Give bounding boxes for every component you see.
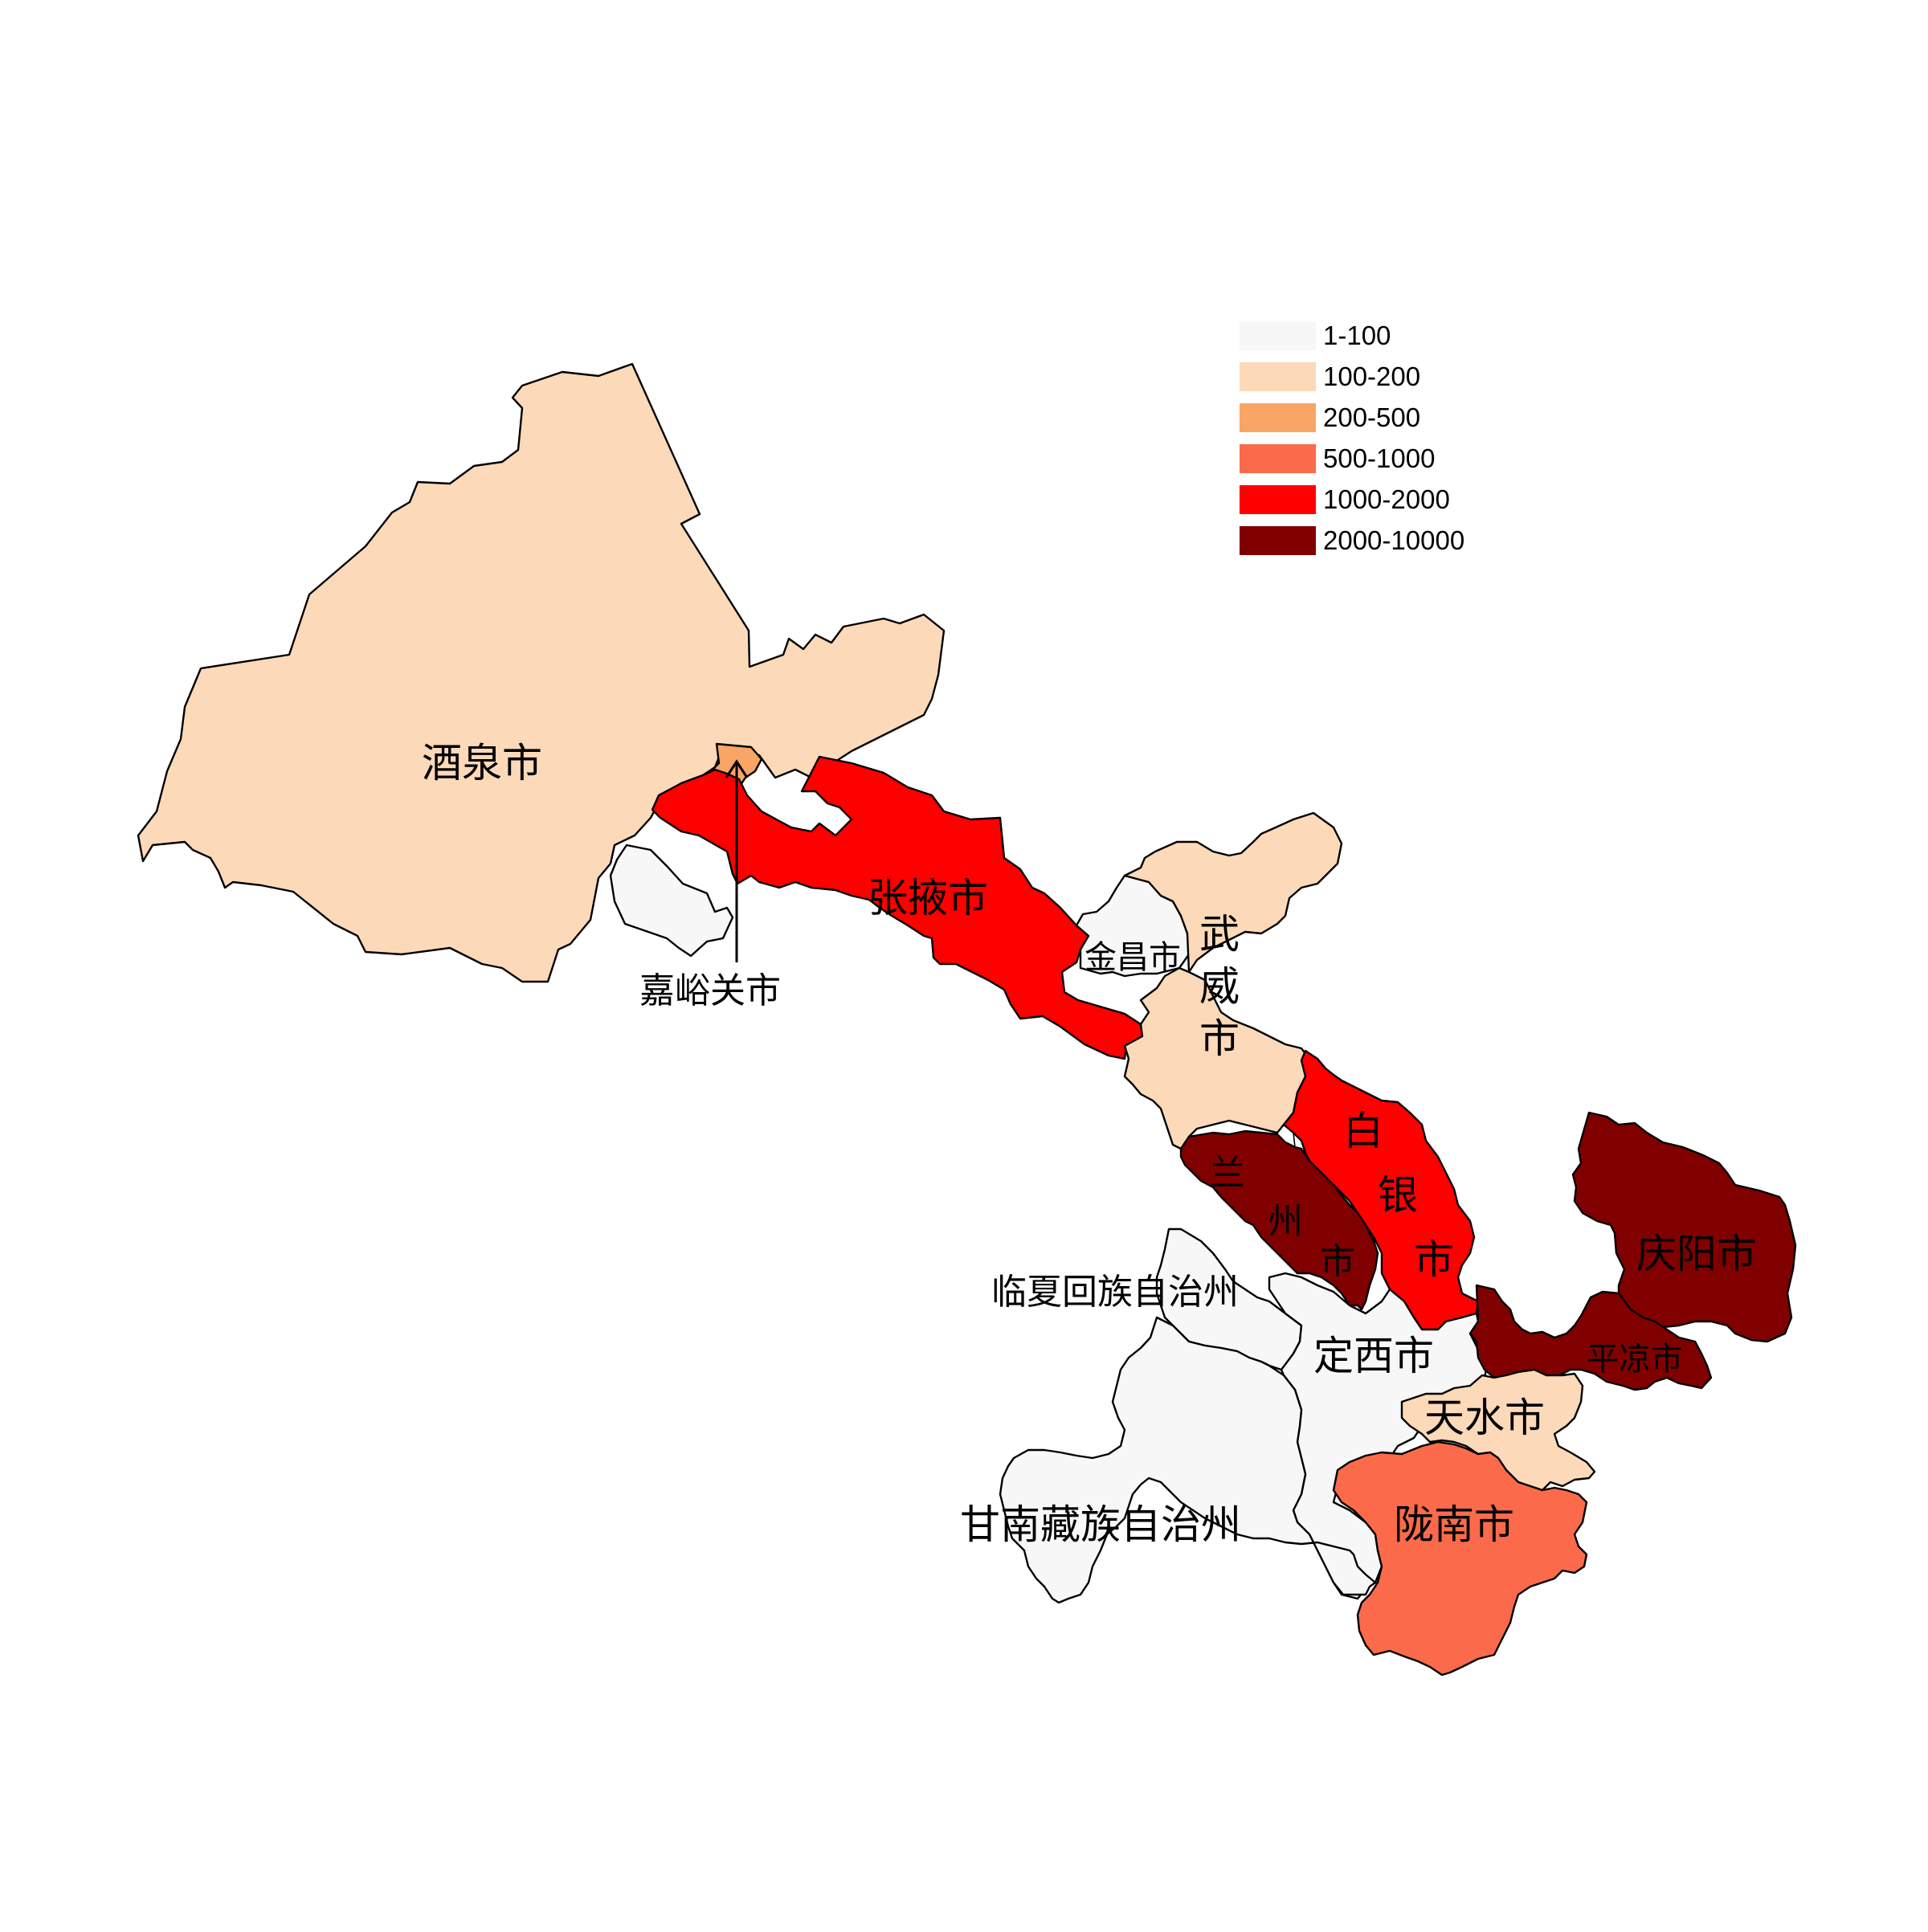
region-jiuquan-enclave[interactable]: [609, 843, 734, 958]
region-wuwei[interactable]: [1123, 811, 1343, 1150]
label-baiyin-2: 银: [1378, 1172, 1418, 1219]
legend-swatch-5: [1240, 485, 1316, 514]
label-lanzhou-2: 州: [1268, 1201, 1303, 1242]
label-baiyin-3: 市: [1414, 1236, 1454, 1283]
legend-swatch-2: [1240, 362, 1316, 391]
label-lanzhou-3: 市: [1320, 1241, 1355, 1282]
region-gannan[interactable]: [999, 1316, 1377, 1604]
label-tianshui: 天水市: [1424, 1395, 1545, 1441]
label-wuwei-2: 威: [1199, 963, 1240, 1010]
jiayuguan-callout-arrowhead: [725, 759, 749, 778]
region-longnan[interactable]: [1332, 1440, 1588, 1677]
legend: 1-100 100-200 200-500 500-1000 1000-2000…: [1240, 321, 1464, 555]
label-qingyang: 庆阳市: [1636, 1231, 1757, 1277]
legend-swatch-3: [1240, 403, 1316, 432]
legend-label-6: 2000-10000: [1323, 525, 1464, 555]
legend-swatch-1: [1240, 321, 1316, 350]
label-jiuquan: 酒泉市: [422, 740, 542, 786]
legend-label-2: 100-200: [1323, 361, 1420, 391]
legend-swatch-6: [1240, 526, 1316, 555]
label-dingxi: 定西市: [1313, 1333, 1434, 1379]
label-gannan: 甘南藏族自治州: [960, 1501, 1241, 1548]
label-jiayuguan: 嘉峪关市: [639, 970, 781, 1011]
label-longnan: 陇南市: [1394, 1501, 1514, 1548]
region-qingyang[interactable]: [1571, 1111, 1797, 1343]
legend-label-4: 500-1000: [1323, 443, 1435, 473]
label-jinchang: 金昌市: [1084, 939, 1181, 976]
boundary-jiayuguan-zhangye: [815, 790, 852, 820]
label-lanzhou-1: 兰: [1210, 1153, 1245, 1194]
label-pingliang: 平凉市: [1587, 1341, 1683, 1378]
label-baiyin-1: 白: [1343, 1108, 1383, 1154]
legend-label-1: 1-100: [1323, 321, 1391, 350]
label-wuwei-1: 武: [1199, 911, 1240, 958]
region-lanzhou[interactable]: [1179, 1129, 1379, 1311]
legend-label-5: 1000-2000: [1323, 484, 1450, 514]
label-linxia: 临夏回族自治州: [991, 1272, 1239, 1313]
region-zhangye[interactable]: [651, 755, 1144, 1060]
legend-swatch-4: [1240, 444, 1316, 473]
boundary-lanzhou-baiyin: [1283, 1124, 1296, 1148]
region-tianshui[interactable]: [1400, 1368, 1596, 1492]
label-wuwei-3: 市: [1199, 1015, 1240, 1062]
label-zhangye: 张掖市: [868, 875, 988, 921]
region-jiuquan[interactable]: [137, 362, 946, 983]
legend-label-3: 200-500: [1323, 402, 1420, 432]
